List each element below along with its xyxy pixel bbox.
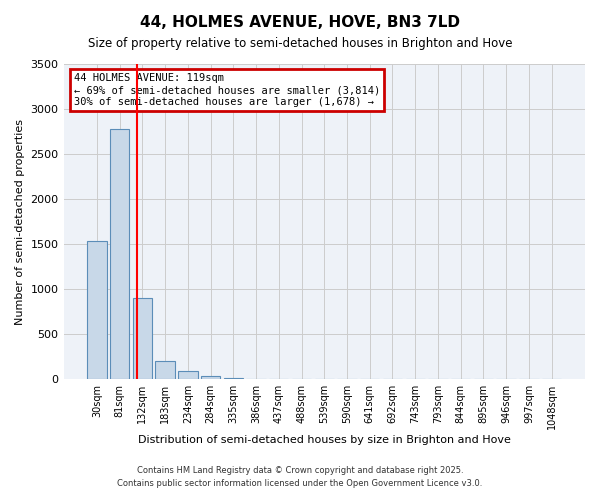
Text: Contains HM Land Registry data © Crown copyright and database right 2025.
Contai: Contains HM Land Registry data © Crown c… — [118, 466, 482, 487]
Y-axis label: Number of semi-detached properties: Number of semi-detached properties — [15, 118, 25, 324]
Bar — [110, 129, 130, 380]
Bar — [133, 298, 152, 380]
Bar — [178, 371, 197, 380]
Bar — [87, 242, 107, 380]
Text: 44 HOLMES AVENUE: 119sqm
← 69% of semi-detached houses are smaller (3,814)
30% o: 44 HOLMES AVENUE: 119sqm ← 69% of semi-d… — [74, 74, 380, 106]
Bar — [201, 376, 220, 380]
Text: Size of property relative to semi-detached houses in Brighton and Hove: Size of property relative to semi-detach… — [88, 38, 512, 51]
X-axis label: Distribution of semi-detached houses by size in Brighton and Hove: Distribution of semi-detached houses by … — [138, 435, 511, 445]
Bar — [224, 378, 243, 380]
Bar — [155, 361, 175, 380]
Text: 44, HOLMES AVENUE, HOVE, BN3 7LD: 44, HOLMES AVENUE, HOVE, BN3 7LD — [140, 15, 460, 30]
